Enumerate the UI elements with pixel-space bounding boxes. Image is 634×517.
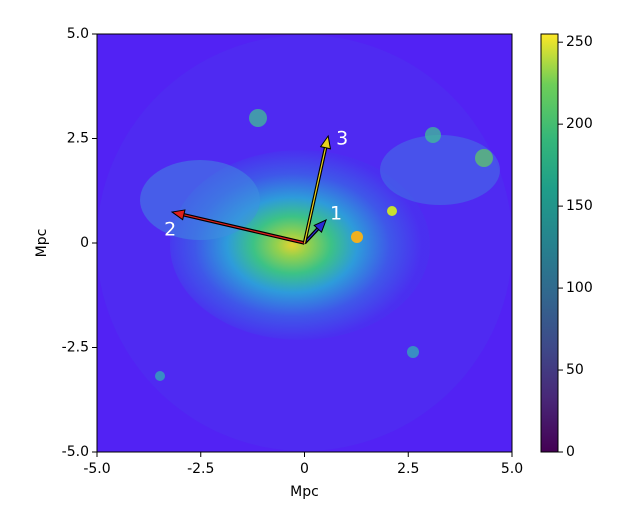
y-tick-label: -2.5	[62, 340, 89, 356]
colorbar-tick-label: 200	[566, 116, 593, 132]
vector-label: 3	[336, 127, 348, 149]
vector-label: 2	[164, 219, 176, 241]
image-blob	[155, 371, 165, 381]
colorbar-tick-label: 250	[566, 34, 593, 50]
image-blob	[475, 149, 493, 167]
y-tick-label: -5.0	[62, 444, 89, 460]
colorbar-tick-label: 50	[566, 362, 584, 378]
colorbar-tick-label: 150	[566, 198, 593, 214]
colorbar	[540, 33, 559, 453]
image-blob	[407, 346, 419, 358]
image-blob	[387, 206, 397, 216]
x-axis-label: Mpc	[290, 484, 319, 500]
image-blob	[249, 109, 267, 127]
vector	[302, 134, 332, 244]
image-blob	[351, 231, 363, 243]
x-tick-label: 0	[300, 461, 309, 477]
vector-head	[313, 219, 327, 234]
colorbar-tick-label: 0	[566, 444, 575, 460]
y-tick-label: 0	[80, 235, 89, 251]
y-axis-label: Mpc	[34, 229, 50, 258]
y-tick-label: 5.0	[67, 26, 89, 42]
x-tick-label: -2.5	[187, 461, 214, 477]
vector-label: 1	[330, 203, 342, 225]
colorbar-tick-label: 100	[566, 280, 593, 296]
x-tick-label: 2.5	[397, 461, 419, 477]
vector-shaft-fill	[183, 214, 305, 244]
vector-shaft-fill	[303, 147, 327, 244]
y-tick-label: 2.5	[67, 131, 89, 147]
vector-head	[319, 134, 332, 150]
image-structure	[380, 135, 500, 205]
vector	[170, 209, 305, 245]
vector-head	[170, 209, 186, 221]
image-structure	[140, 160, 260, 240]
x-tick-label: 5.0	[501, 461, 523, 477]
x-tick-label: -5.0	[83, 461, 110, 477]
image-blob	[425, 127, 441, 143]
